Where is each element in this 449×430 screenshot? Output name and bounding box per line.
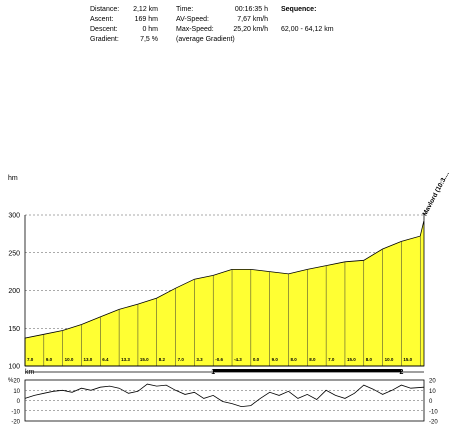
av-speed-label: AV-Speed:	[176, 16, 209, 23]
segment-gradient-label: 6.4	[102, 357, 109, 362]
segment-gradient-label: 15.0	[403, 357, 412, 362]
segment-gradient-label: 9.0	[272, 357, 279, 362]
segment-gradient-label: 8.0	[309, 357, 316, 362]
segment-gradient-label: 8.0	[366, 357, 373, 362]
gradient-frame	[24, 379, 425, 422]
ascent-label: Ascent:	[90, 16, 114, 23]
distance-label: Distance:	[90, 6, 120, 13]
gradient-tick-label-left: 10	[13, 389, 20, 395]
segment-gradient-label: 15.0	[347, 357, 356, 362]
gradient-value: 7,5 %	[140, 36, 158, 43]
sequence-value: 62,00 - 64,12 km	[281, 26, 334, 33]
max-speed-label: Max-Speed:	[176, 26, 214, 33]
gradient-tick-label-left: 0	[17, 399, 21, 405]
segment-gradient-label: 7.0	[27, 357, 34, 362]
gradient-tick-label-left: 20	[13, 379, 20, 385]
gradient-label: Gradient:	[90, 36, 119, 43]
gradient-tick-label-left: -20	[11, 420, 20, 426]
sequence-label: Sequence:	[281, 6, 317, 13]
time-label: Time:	[176, 6, 194, 13]
segment-gradient-label: -4.3	[234, 357, 242, 362]
stats-panel: Distance: 2,12 km Time: 00:16:35 h Seque…	[0, 0, 449, 50]
segment-gradient-label: 0.0	[253, 357, 260, 362]
gradient-unit-label: %	[8, 378, 14, 384]
elevation-tick-label: 250	[8, 250, 20, 257]
ascent-value: 169 hm	[134, 16, 158, 23]
max-speed-value: 25,20 km/h	[233, 26, 268, 33]
segment-gradient-label: 9.0	[46, 357, 53, 362]
segment-gradient-label: 15.0	[140, 357, 149, 362]
time-value: 00:16:35 h	[234, 6, 268, 13]
gradient-tick-label-right: 10	[429, 389, 436, 395]
km-axis-label: km	[25, 369, 35, 376]
segment-gradient-label: 13.3	[121, 357, 130, 362]
gradient-line	[24, 383, 425, 408]
descent-value: 0 hm	[142, 26, 158, 33]
elevation-tick-label: 200	[8, 288, 20, 295]
gradient-tick-label-left: -10	[11, 409, 20, 415]
gradient-tick-label-right: -10	[429, 409, 438, 415]
segment-gradient-label: 10.0	[385, 357, 394, 362]
elevation-tick-label: 300	[8, 213, 20, 220]
km-tick-label: 1	[211, 369, 215, 376]
segment-gradient-label: -0.6	[215, 357, 223, 362]
elevation-tick-label: 150	[8, 326, 20, 333]
segment-gradient-label: 7.0	[178, 357, 185, 362]
descent-label: Descent:	[90, 26, 118, 33]
segment-gradient-label: 10.0	[65, 357, 74, 362]
average-gradient-note: (average Gradient)	[176, 36, 235, 43]
segment-gradient-label: 7.0	[328, 357, 335, 362]
gradient-tick-label-right: 0	[429, 399, 433, 405]
segment-gradient-label: 8.0	[290, 357, 297, 362]
elevation-tick-label: 100	[8, 364, 20, 371]
gradient-tick-label-right: -20	[429, 420, 438, 426]
av-speed-value: 7,67 km/h	[237, 16, 268, 23]
segment-gradient-label: 8.2	[159, 357, 166, 362]
summit-annotation: Mavlord (10:3....	[422, 170, 449, 217]
km-tick-label: 2	[399, 369, 403, 376]
elevation-area	[24, 220, 425, 367]
distance-value: 2,12 km	[133, 6, 158, 13]
segment-gradient-label: 13.0	[83, 357, 92, 362]
gradient-tick-label-right: 20	[429, 379, 436, 385]
segment-gradient-label: 3.3	[196, 357, 203, 362]
y-axis-unit-label: hm	[8, 175, 18, 182]
